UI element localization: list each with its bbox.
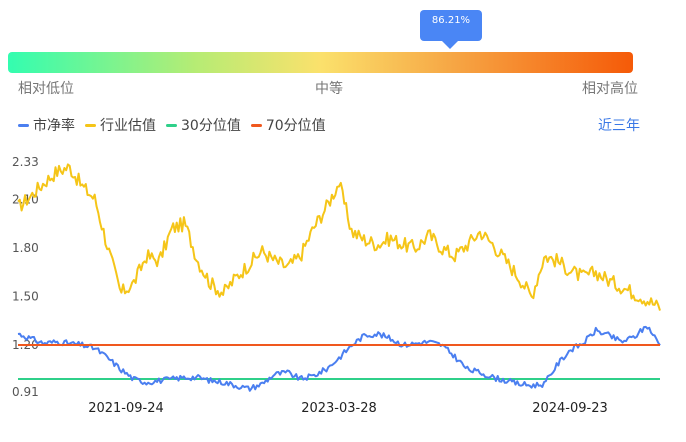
legend-swatch-industry <box>85 123 96 127</box>
legend-item-p30[interactable]: 30分位值 <box>166 115 241 135</box>
percentile-tooltip: 86.21% <box>420 10 482 49</box>
series-line-industry <box>17 163 661 311</box>
legend-label-p30: 30分位值 <box>181 118 241 134</box>
y-tick-label: 2.33 <box>12 155 39 169</box>
legend-item-pb[interactable]: 市净率 <box>18 115 75 135</box>
legend-swatch-p70 <box>250 123 262 127</box>
percentile-gauge-bar <box>8 52 633 73</box>
y-tick-label: 1.50 <box>12 289 39 303</box>
x-tick-label: 2021-09-24 <box>88 401 164 416</box>
series-line-pb <box>17 325 661 392</box>
percentile-tooltip-value: 86.21% <box>431 15 471 26</box>
legend-label-industry: 行业估值 <box>100 118 156 134</box>
legend-label-pb: 市净率 <box>33 118 75 134</box>
y-tick-label: 0.91 <box>12 385 39 399</box>
legend-item-p70[interactable]: 70分位值 <box>250 115 326 135</box>
range-selector-button[interactable]: 近三年 <box>598 118 640 134</box>
legend-swatch-p30 <box>166 123 177 127</box>
gauge-label-low: 相对低位 <box>18 81 74 97</box>
legend-swatch-pb <box>18 123 29 127</box>
legend-label-p70: 70分位值 <box>265 118 326 134</box>
legend-item-industry[interactable]: 行业估值 <box>85 115 156 135</box>
gauge-label-high: 相对高位 <box>582 81 638 97</box>
y-tick-label: 1.80 <box>12 241 39 255</box>
x-tick-label: 2023-03-28 <box>301 401 377 416</box>
chart-legend: 市净率 行业估值 30分位值 70分位值 <box>18 115 336 135</box>
x-tick-label: 2024-09-23 <box>532 401 608 416</box>
gauge-label-mid: 中等 <box>315 81 343 97</box>
